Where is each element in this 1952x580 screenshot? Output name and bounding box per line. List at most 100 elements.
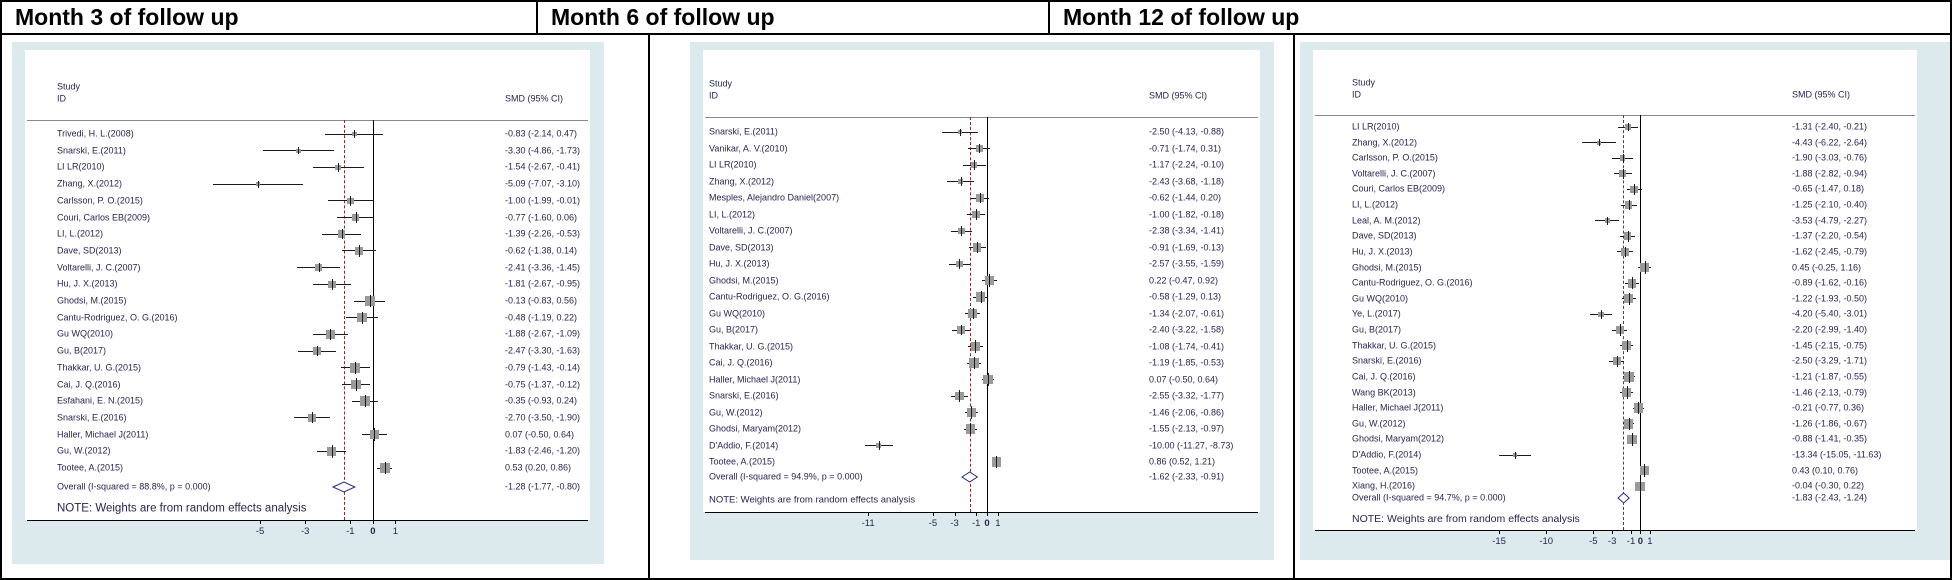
column-header-study-line2: ID (709, 90, 718, 101)
effect-marker-cross (364, 394, 366, 408)
study-label: Ye, L.(2017) (1352, 308, 1401, 319)
study-label: Ghodsi, M.(2015) (57, 295, 127, 306)
effect-marker-cross (1625, 246, 1627, 258)
axis-tick-label: 0 (1637, 536, 1644, 547)
axis-line (1315, 530, 1915, 531)
effect-marker-cross (1638, 401, 1640, 415)
smd-value: -1.46 (-2.13, -0.79) (1792, 387, 1868, 398)
study-label: Dave, SD(2013) (709, 242, 774, 252)
axis-tick-label: 1 (392, 526, 399, 537)
smd-value: -1.08 (-1.74, -0.41) (1149, 341, 1225, 351)
study-label: Zhang, X.(2012) (709, 176, 775, 186)
study-label: Cantu-Rodriguez, O. G.(2016) (709, 291, 830, 302)
axis-tick (305, 520, 307, 524)
smd-value: -1.17 (-2.24, -0.10) (1149, 159, 1225, 170)
smd-value: -1.34 (-2.07, -0.61) (1149, 308, 1225, 318)
axis-tick (1631, 530, 1633, 534)
smd-value: -5.09 (-7.07, -3.10) (505, 178, 581, 189)
smd-value: -0.83 (-2.14, 0.47) (505, 128, 578, 139)
effect-marker-cross (355, 361, 357, 375)
body-cell-divider-2 (1293, 35, 1295, 578)
smd-value: 0.45 (-0.25, 1.16) (1792, 262, 1862, 273)
axis-tick-label: 0 (984, 518, 990, 529)
effect-marker (1604, 218, 1610, 224)
smd-value: -0.65 (-1.47, 0.18) (1792, 183, 1865, 194)
smd-value: -1.31 (-2.40, -0.21) (1792, 121, 1868, 132)
column-header-study-line1: Study (1352, 77, 1376, 88)
study-label: Cantu-Rodriguez, O. G.(2016) (57, 312, 178, 323)
smd-value: -2.47 (-3.30, -1.63) (505, 345, 581, 356)
effect-marker-cross (1607, 216, 1609, 225)
effect-marker-cross (1627, 230, 1629, 242)
column-header-study-line2: ID (1352, 89, 1361, 100)
effect-marker-cross (354, 130, 356, 138)
effect-marker-cross (979, 143, 981, 154)
study-label: Tootee, A.(2015) (1352, 465, 1419, 476)
smd-value: -1.62 (-2.45, -0.79) (1792, 246, 1868, 257)
smd-value: -1.90 (-3.03, -0.76) (1792, 152, 1868, 163)
study-label: Gu, B(2017) (57, 345, 107, 356)
overall-smd-value: -1.62 (-2.33, -0.91) (1149, 471, 1225, 482)
axis-tick (372, 520, 374, 524)
effect-marker-cross (980, 192, 982, 204)
column-header-study-line1: Study (57, 81, 81, 92)
body-cell-divider-1 (648, 35, 650, 578)
effect-marker-cross (1619, 324, 1621, 336)
effect-marker-cross (312, 412, 313, 424)
effect-marker-cross (1622, 153, 1624, 163)
study-label: D'Addio, F.(2014) (1352, 449, 1422, 460)
effect-marker-cross (971, 406, 973, 419)
effect-marker (351, 213, 360, 222)
effect-marker-cross (1632, 277, 1634, 290)
effect-marker (1627, 278, 1637, 288)
smd-value: -2.50 (-3.29, -1.71) (1792, 355, 1868, 366)
column-header-smd: SMD (95% CI) (1149, 90, 1208, 101)
study-label: Leal, A. M.(2012) (1352, 215, 1421, 226)
axis-line (27, 520, 588, 521)
effect-marker-cross (961, 324, 963, 336)
effect-marker-cross (987, 373, 989, 386)
effect-marker-cross (350, 196, 352, 206)
study-label: Dave, SD(2013) (57, 245, 122, 256)
column-header-study-line1: Study (709, 78, 733, 89)
effect-marker-cross (317, 345, 319, 357)
overall-diamond (331, 481, 357, 493)
axis-tick-label: -1 (1626, 536, 1636, 547)
study-label: Snarski, E.(2011) (709, 126, 778, 137)
effect-marker (958, 178, 964, 185)
axis-tick-label: -3 (301, 526, 310, 537)
smd-value: 0.86 (0.52, 1.21) (1149, 456, 1216, 467)
overall-smd-value: -1.28 (-1.77, -0.80) (505, 481, 581, 492)
smd-value: -2.70 (-3.50, -1.90) (505, 412, 581, 423)
study-label: Snarski, E.(2016) (709, 390, 779, 401)
effect-marker-cross (996, 455, 998, 469)
effect-marker-cross (976, 209, 978, 220)
panel-title-month-12: Month 12 of follow up (1063, 4, 1300, 30)
study-label: Ghodsi, Maryam(2012) (709, 423, 802, 434)
study-label: Esfahani, E. N.(2015) (57, 395, 144, 406)
axis-tick-label: -15 (1492, 536, 1506, 547)
effect-marker (972, 210, 981, 219)
effect-marker (955, 391, 964, 401)
study-label: Haller, Michael J(2011) (57, 429, 149, 440)
effect-marker-cross (1628, 292, 1630, 305)
smd-value: -0.35 (-0.93, 0.24) (505, 395, 578, 406)
smd-value: -1.37 (-2.20, -0.54) (1792, 230, 1868, 241)
study-label: D'Addio, F.(2014) (709, 440, 779, 450)
effect-marker-cross (1628, 417, 1630, 431)
axis-tick (933, 512, 934, 516)
effect-marker-cross (1598, 139, 1600, 147)
study-label: Cai, J. Q.(2016) (1352, 371, 1416, 382)
effect-marker-cross (960, 177, 962, 186)
forest-panel-month-12: Study ID SMD (95% CI) LI LR(2010) -1.31 (-2.… (1300, 42, 1950, 560)
study-label: Thakkar, U. G.(2015) (57, 362, 142, 373)
plot-region (703, 50, 1260, 512)
smd-value: -0.75 (-1.37, -0.12) (505, 379, 581, 389)
effect-marker-cross (1628, 199, 1630, 211)
effect-marker-cross (959, 390, 961, 402)
axis-tick (1546, 530, 1548, 534)
effect-marker-cross (330, 328, 332, 340)
effect-marker-cross (298, 147, 300, 155)
study-label: Voltarelli, J. C.(2007) (1352, 168, 1436, 179)
